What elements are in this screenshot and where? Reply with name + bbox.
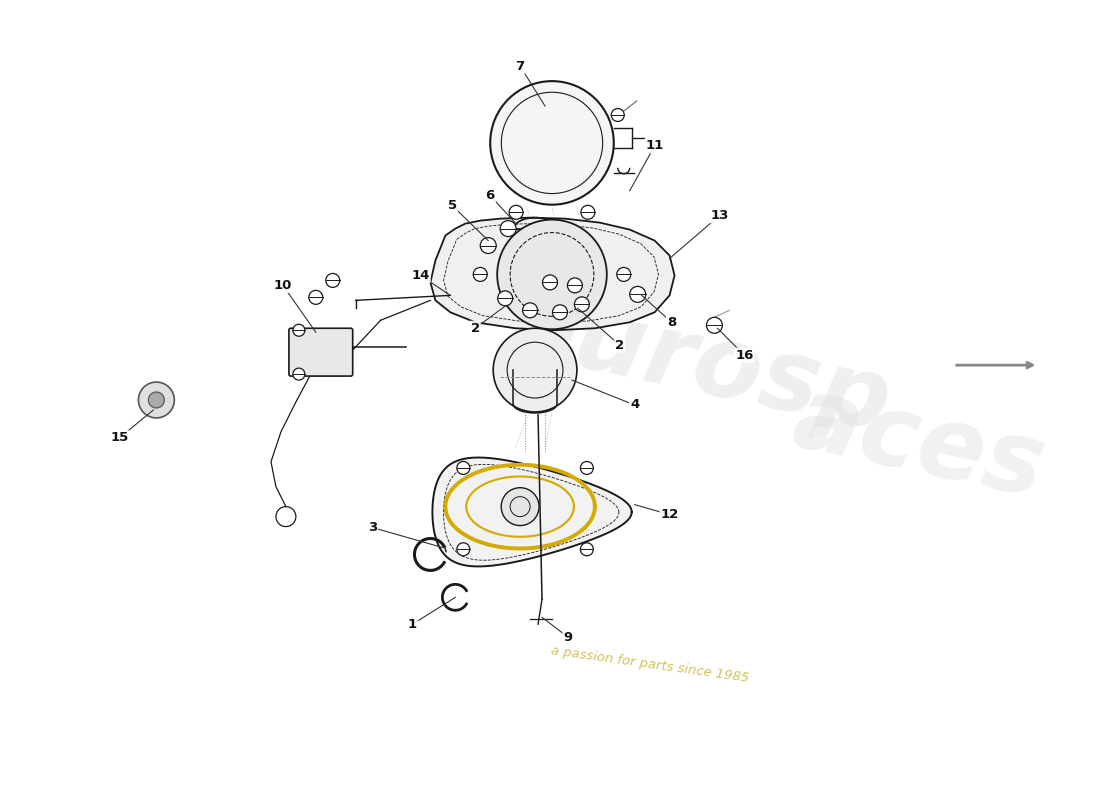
Text: 8: 8 bbox=[667, 316, 676, 329]
Text: 2: 2 bbox=[471, 322, 480, 334]
Circle shape bbox=[502, 488, 539, 526]
Polygon shape bbox=[432, 458, 631, 566]
Circle shape bbox=[706, 318, 723, 334]
Circle shape bbox=[326, 274, 340, 287]
FancyBboxPatch shape bbox=[289, 328, 353, 376]
Text: 16: 16 bbox=[735, 349, 754, 362]
Circle shape bbox=[574, 297, 590, 312]
Circle shape bbox=[522, 303, 538, 318]
Text: 4: 4 bbox=[630, 398, 639, 411]
Text: eurosp: eurosp bbox=[499, 278, 900, 453]
Text: 1: 1 bbox=[408, 618, 417, 630]
Text: 12: 12 bbox=[660, 508, 679, 521]
Text: aces: aces bbox=[784, 371, 1053, 518]
Circle shape bbox=[493, 328, 576, 412]
Circle shape bbox=[491, 81, 614, 205]
Circle shape bbox=[500, 221, 516, 237]
Circle shape bbox=[456, 462, 470, 474]
Text: 9: 9 bbox=[563, 630, 572, 644]
Circle shape bbox=[293, 368, 305, 380]
Circle shape bbox=[581, 543, 593, 556]
Text: 5: 5 bbox=[448, 199, 456, 212]
Text: 10: 10 bbox=[274, 279, 293, 292]
Circle shape bbox=[139, 382, 174, 418]
Circle shape bbox=[629, 286, 646, 302]
Circle shape bbox=[456, 543, 470, 556]
Text: 2: 2 bbox=[615, 338, 625, 352]
Circle shape bbox=[542, 275, 558, 290]
Circle shape bbox=[568, 278, 582, 293]
Circle shape bbox=[293, 324, 305, 336]
Circle shape bbox=[552, 305, 568, 320]
Text: 14: 14 bbox=[411, 269, 430, 282]
Text: 11: 11 bbox=[646, 139, 663, 152]
Circle shape bbox=[581, 206, 595, 219]
Text: a passion for parts since 1985: a passion for parts since 1985 bbox=[550, 644, 749, 685]
Polygon shape bbox=[430, 218, 674, 330]
Circle shape bbox=[617, 267, 630, 282]
Circle shape bbox=[509, 206, 524, 219]
Text: 15: 15 bbox=[110, 431, 129, 444]
Circle shape bbox=[148, 392, 164, 408]
Circle shape bbox=[309, 290, 322, 304]
Circle shape bbox=[473, 267, 487, 282]
Circle shape bbox=[497, 291, 513, 306]
Text: 13: 13 bbox=[711, 209, 728, 222]
Circle shape bbox=[497, 220, 607, 330]
Circle shape bbox=[481, 238, 496, 254]
Text: 3: 3 bbox=[368, 521, 377, 534]
Circle shape bbox=[612, 109, 624, 122]
Text: 7: 7 bbox=[516, 60, 525, 73]
Text: 6: 6 bbox=[485, 190, 495, 202]
Circle shape bbox=[581, 462, 593, 474]
